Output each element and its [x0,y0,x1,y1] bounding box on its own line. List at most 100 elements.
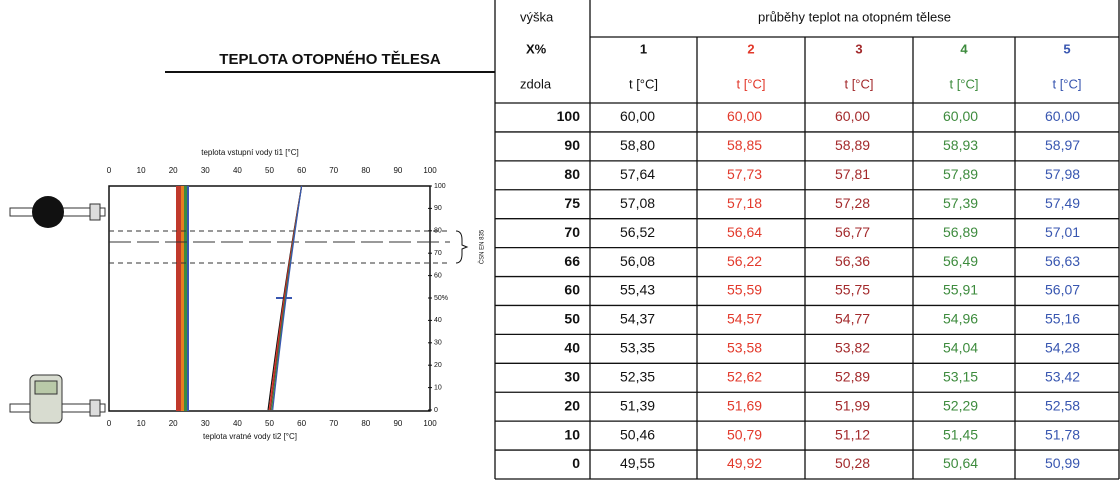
temperature-cell: 56,63 [1045,253,1080,269]
column-number: 4 [960,41,968,56]
title: TEPLOTA OTOPNÉHO TĚLESA [219,50,441,68]
temperature-cell: 53,15 [943,368,978,384]
column-unit: t [°C] [736,76,765,91]
row-height: 60 [564,282,580,298]
column-number: 3 [855,41,862,56]
x-tick-label: 50 [265,419,274,428]
column-unit: t [°C] [629,76,658,91]
x-tick-label: 60 [297,166,306,175]
temperature-cell: 54,04 [943,340,978,356]
temperature-cell: 51,45 [943,426,978,442]
y-tick-label: 30 [434,340,442,347]
header-height: výška [520,9,554,24]
temperature-cell: 52,89 [835,368,870,384]
x-tick-label: 0 [107,419,112,428]
y-tick-label: 40 [434,317,442,324]
row-height: 80 [564,166,580,182]
temperature-cell: 51,39 [620,397,655,413]
temperature-cell: 56,08 [620,253,655,269]
temperature-cell: 56,52 [620,224,655,240]
temperature-cell: 60,00 [1045,108,1080,124]
temperature-cell: 53,58 [727,340,762,356]
temperature-cell: 55,43 [620,282,655,298]
row-height: 30 [564,368,580,384]
x-tick-label: 70 [329,166,338,175]
x-tick-label: 20 [169,166,178,175]
temperature-cell: 58,89 [835,137,870,153]
temperature-cell: 52,29 [943,397,978,413]
temperature-cell: 58,93 [943,137,978,153]
column-unit: t [°C] [1052,76,1081,91]
temperature-cell: 56,77 [835,224,870,240]
header-caption: průběhy teplot na otopném tělese [758,9,951,24]
row-height: 66 [564,253,580,269]
top-axis-label: teplota vstupní vody ti1 [°C] [201,148,298,157]
temperature-cell: 55,91 [943,282,978,298]
temperature-cell: 57,73 [727,166,762,182]
y-tick-label: 90 [434,205,442,212]
temperature-cell: 53,35 [620,340,655,356]
y-tick-label: 0 [434,407,438,414]
temperature-cell: 57,28 [835,195,870,211]
row-height: 75 [564,195,580,211]
column-unit: t [°C] [844,76,873,91]
temperature-cell: 57,81 [835,166,870,182]
inlet-band [187,186,189,411]
temperature-cell: 58,97 [1045,137,1080,153]
x-tick-label: 90 [393,419,402,428]
temperature-cell: 55,75 [835,282,870,298]
thermostat-display [35,381,57,394]
x-tick-label: 40 [233,419,242,428]
header-from-bottom: zdola [520,76,552,91]
x-tick-label: 30 [201,419,210,428]
temperature-cell: 54,96 [943,311,978,327]
temperature-cell: 50,28 [835,455,870,471]
row-height: 0 [572,455,580,471]
temperature-cell: 51,99 [835,397,870,413]
temperature-cell: 55,59 [727,282,762,298]
inlet-band [184,186,187,411]
temperature-cell: 53,42 [1045,368,1080,384]
temperature-cell: 56,22 [727,253,762,269]
x-tick-label: 20 [169,419,178,428]
temperature-cell: 52,35 [620,368,655,384]
row-height: 10 [564,426,580,442]
temperature-cell: 56,07 [1045,282,1080,298]
row-height: 100 [557,108,581,124]
temperature-cell: 50,46 [620,426,655,442]
page-canvas: TEPLOTA OTOPNÉHO TĚLESA teplota vstupní … [0,0,1120,480]
row-height: 20 [564,397,580,413]
x-tick-label: 80 [361,419,370,428]
temperature-cell: 57,49 [1045,195,1080,211]
fitting [90,400,100,416]
temperature-cell: 53,82 [835,340,870,356]
temperature-cell: 54,57 [727,311,762,327]
bottom-axis-label: teplota vratné vody ti2 [°C] [203,432,297,441]
valve-wheel [32,196,64,228]
header-percent: X% [526,41,547,56]
column-number: 5 [1063,41,1070,56]
x-tick-label: 80 [361,166,370,175]
inlet-band [176,186,181,411]
x-tick-label: 50 [265,166,274,175]
y-tick-label: 50% [434,295,448,302]
temperature-cell: 57,08 [620,195,655,211]
temperature-cell: 60,00 [620,108,655,124]
y-tick-label: 60 [434,272,442,279]
y-tick-label: 100 [434,183,446,190]
temperature-cell: 51,12 [835,426,870,442]
temperature-cell: 57,64 [620,166,655,182]
x-tick-label: 0 [107,166,112,175]
inlet-band [181,186,184,411]
temperature-cell: 49,92 [727,455,762,471]
temperature-cell: 54,28 [1045,340,1080,356]
page: TEPLOTA OTOPNÉHO TĚLESA teplota vstupní … [0,0,1120,480]
temperature-cell: 58,80 [620,137,655,153]
column-number: 1 [640,41,647,56]
temperature-cell: 57,01 [1045,224,1080,240]
norm-label: ČSN EN 835 [479,229,486,264]
x-tick-label: 100 [423,166,437,175]
column-unit: t [°C] [949,76,978,91]
temperature-cell: 56,89 [943,224,978,240]
temperature-cell: 57,89 [943,166,978,182]
